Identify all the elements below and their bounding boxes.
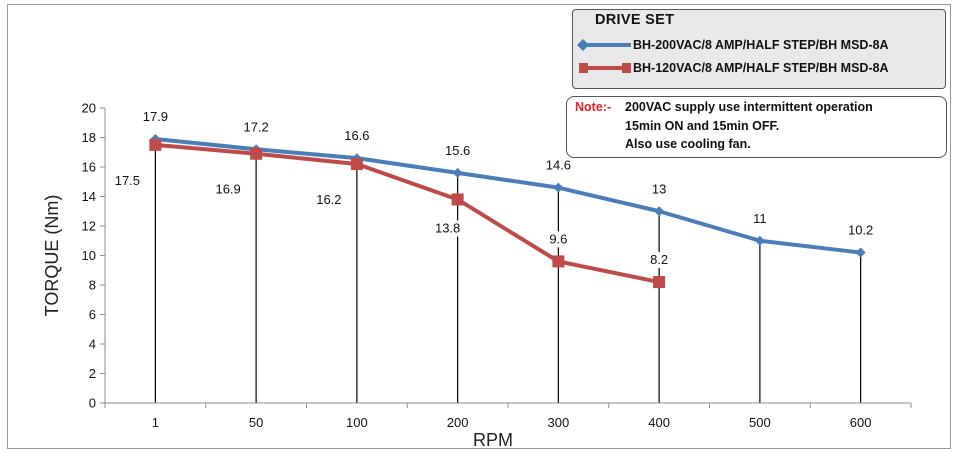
data-label: 16.9 [215,182,240,197]
x-tick-label: 1 [152,415,159,430]
y-tick-label: 20 [82,101,96,116]
x-tick-labels: 1 50 100 200 300 400 500 600 [152,415,872,430]
data-label-bg [211,181,245,198]
data-label: 8.2 [650,252,668,267]
y-tick-label: 6 [89,307,96,322]
note-box: Note:- 200VAC supply use intermittent op… [566,96,947,158]
y-tick-label: 12 [82,219,96,234]
axes [100,107,912,408]
legend-entry-120vac: BH-120VAC/8 AMP/HALF STEP/BH MSD-8A [577,58,889,78]
data-point [654,206,665,217]
data-label: 17.9 [143,109,168,124]
data-label: 17.5 [115,173,140,188]
y-tick-label: 10 [82,248,96,263]
note-line-2: 15min ON and 15min OFF. [625,119,780,133]
data-label: 17.2 [243,119,268,134]
data-point [653,276,666,289]
y-tick-label: 0 [89,396,96,411]
series-lines [155,136,861,285]
note-label: Note:- [575,100,612,114]
x-tick-label: 100 [346,415,368,430]
legend-swatch-blue-diamond [577,39,631,51]
series-line-0 [155,136,861,255]
data-point [451,193,464,206]
data-point [250,147,263,160]
data-label-bg [430,220,465,237]
x-tick-label: 600 [850,415,872,430]
data-point [149,138,162,151]
data-labels: 17.9 17.2 16.6 15.6 14.6 13 11 10.2 17.5 16.9 16.2… [110,109,873,269]
legend-label-120vac: BH-120VAC/8 AMP/HALF STEP/BH MSD-8A [633,61,889,75]
x-axis-title: RPM [473,430,513,450]
legend-swatch-red-square [579,63,631,73]
data-label: 16.6 [344,128,369,143]
data-label-bg [110,172,145,189]
x-tick-label: 300 [548,415,570,430]
y-tick-label: 2 [89,366,96,381]
y-tick-labels: 0 2 4 6 8 10 12 14 16 18 20 [82,101,96,411]
data-label: 10.2 [848,223,873,238]
x-tick-label: 200 [447,415,469,430]
legend-label-200vac: BH-200VAC/8 AMP/HALF STEP/BH MSD-8A [633,38,889,52]
data-point [350,158,363,171]
data-label: 9.6 [549,231,567,246]
x-tick-label: 400 [648,415,670,430]
data-label-bg [646,252,673,269]
legend: DRIVE SET BH-200VAC/8 AMP/HALF STEP/BH M… [572,9,946,89]
data-point [754,235,765,246]
data-point [553,182,564,193]
note-line-3: Also use cooling fan. [625,137,751,151]
data-label-bg [545,231,572,248]
y-axis-title: TORQUE (Nm) [42,195,62,317]
series-line-1 [155,142,660,285]
data-label: 16.2 [316,192,341,207]
data-label: 15.6 [445,143,470,158]
legend-title: DRIVE SET [595,12,675,28]
data-label: 11 [753,211,767,226]
x-tick-label: 500 [749,415,771,430]
note-line-1: 200VAC supply use intermittent operation [625,100,873,114]
y-tick-label: 18 [82,130,96,145]
legend-entry-200vac: BH-200VAC/8 AMP/HALF STEP/BH MSD-8A [577,35,889,55]
series-markers [149,133,866,289]
y-tick-label: 16 [82,160,96,175]
drop-lines [154,138,862,403]
data-label: 14.6 [546,158,571,173]
data-label: 13 [652,181,666,196]
x-tick-label: 50 [249,415,263,430]
y-tick-label: 14 [82,189,96,204]
data-label-bg [312,192,346,209]
data-point [452,167,463,178]
data-label: 13.8 [435,220,460,235]
y-tick-label: 8 [89,278,96,293]
data-point [855,247,866,258]
y-tick-label: 4 [89,337,96,352]
data-point [552,255,565,268]
